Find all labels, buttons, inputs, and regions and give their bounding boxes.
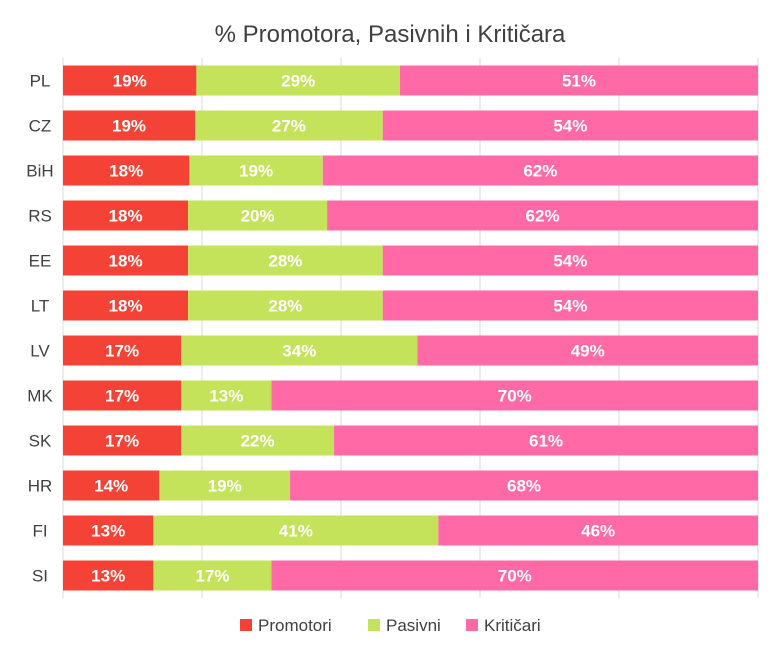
category-label: HR	[28, 477, 53, 496]
bar-segment	[63, 290, 189, 321]
bar-segment	[63, 65, 197, 96]
data-label: 29%	[281, 72, 315, 91]
category-label: RS	[28, 207, 52, 226]
chart-title: % Promotora, Pasivnih i Kritičara	[215, 21, 566, 48]
category-label: BiH	[26, 162, 53, 181]
data-label: 62%	[526, 207, 560, 226]
data-label: 18%	[109, 162, 143, 181]
bar-segment	[63, 335, 182, 366]
bar-segment	[63, 200, 189, 231]
bar-segment	[271, 560, 758, 591]
data-label: 34%	[282, 342, 316, 361]
data-label: 17%	[105, 432, 139, 451]
bar-segment	[188, 200, 328, 231]
data-label: 70%	[498, 567, 532, 586]
data-label: 19%	[239, 162, 273, 181]
data-label: 17%	[195, 567, 229, 586]
data-label: 13%	[209, 387, 243, 406]
bar-segment	[382, 110, 758, 141]
bar-segment	[153, 560, 272, 591]
bars: 19% 29% 51% 19% 27% 54% 18% 19% 62% 18% 20% 62% 18% 2…	[63, 65, 758, 591]
legend: Promotori Pasivni Kritičari	[240, 616, 541, 635]
bar-segment	[438, 515, 758, 546]
legend-swatch	[240, 619, 252, 631]
bar-segment	[271, 380, 758, 411]
bar-segment	[63, 470, 160, 501]
data-label: 19%	[113, 72, 147, 91]
gridlines	[62, 58, 759, 598]
data-label: 13%	[91, 522, 125, 541]
bar-segment	[181, 380, 272, 411]
data-label: 22%	[241, 432, 275, 451]
data-label: 19%	[208, 477, 242, 496]
category-label: CZ	[29, 117, 52, 136]
data-label: 70%	[498, 387, 532, 406]
bar-segment	[322, 155, 758, 186]
bar-segment	[195, 110, 383, 141]
bar-segment	[63, 515, 154, 546]
category-label: EE	[29, 252, 52, 271]
data-label: 54%	[553, 252, 587, 271]
bar-segment	[63, 155, 190, 186]
bar-segment	[63, 560, 154, 591]
legend-label: Pasivni	[386, 616, 441, 635]
bar-segment	[63, 425, 182, 456]
data-label: 54%	[553, 297, 587, 316]
data-label: 28%	[268, 297, 302, 316]
bar-segment	[382, 290, 758, 321]
category-label: FI	[32, 522, 47, 541]
bar-segment	[334, 425, 758, 456]
data-label: 17%	[105, 387, 139, 406]
bar-segment	[188, 245, 383, 276]
category-label: LT	[31, 297, 50, 316]
data-label: 28%	[268, 252, 302, 271]
data-label: 20%	[241, 207, 275, 226]
bar-segment	[63, 380, 182, 411]
category-label: PL	[30, 72, 51, 91]
data-label: 13%	[91, 567, 125, 586]
data-label: 51%	[562, 72, 596, 91]
data-label: 61%	[529, 432, 563, 451]
category-labels: PL CZ BiH RS EE LT LV MK SK HR FI SI	[26, 72, 53, 586]
data-label: 14%	[94, 477, 128, 496]
data-label: 18%	[109, 252, 143, 271]
bar-segment	[63, 245, 189, 276]
data-label: 46%	[581, 522, 615, 541]
legend-label: Kritičari	[484, 616, 541, 635]
data-label: 41%	[279, 522, 313, 541]
data-label: 18%	[109, 207, 143, 226]
bar-segment	[327, 200, 758, 231]
data-label: 68%	[507, 477, 541, 496]
data-label: 17%	[105, 342, 139, 361]
bar-segment	[181, 335, 418, 366]
bar-segment	[188, 290, 383, 321]
legend-label: Promotori	[258, 616, 332, 635]
bar-segment	[153, 515, 439, 546]
data-label: 62%	[523, 162, 557, 181]
bar-segment	[63, 110, 196, 141]
bar-segment	[382, 245, 758, 276]
category-label: LV	[30, 342, 50, 361]
bar-segment	[181, 425, 335, 456]
bar-segment	[159, 470, 291, 501]
legend-swatch	[368, 619, 380, 631]
bar-segment	[399, 65, 758, 96]
bar-segment	[196, 65, 400, 96]
category-label: SK	[29, 432, 52, 451]
data-label: 54%	[553, 117, 587, 136]
data-label: 18%	[109, 297, 143, 316]
category-label: MK	[27, 387, 53, 406]
data-label: 49%	[571, 342, 605, 361]
category-label: SI	[32, 567, 48, 586]
legend-swatch	[466, 619, 478, 631]
bar-segment	[290, 470, 758, 501]
bar-segment	[189, 155, 323, 186]
bar-segment	[417, 335, 758, 366]
data-label: 19%	[112, 117, 146, 136]
data-label: 27%	[272, 117, 306, 136]
